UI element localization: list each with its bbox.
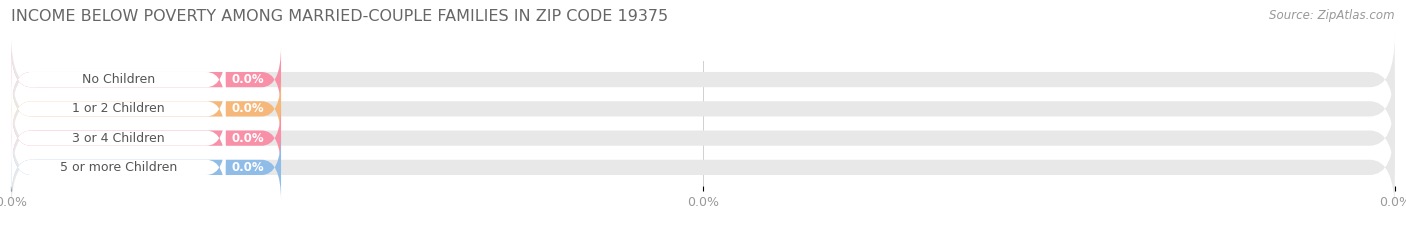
FancyBboxPatch shape: [11, 46, 226, 113]
Text: 0.0%: 0.0%: [232, 102, 264, 115]
FancyBboxPatch shape: [11, 75, 226, 142]
FancyBboxPatch shape: [11, 34, 1395, 125]
Text: 0.0%: 0.0%: [232, 132, 264, 145]
FancyBboxPatch shape: [11, 75, 281, 142]
FancyBboxPatch shape: [11, 134, 226, 201]
FancyBboxPatch shape: [11, 105, 226, 171]
Text: 1 or 2 Children: 1 or 2 Children: [72, 102, 165, 115]
FancyBboxPatch shape: [11, 134, 281, 201]
FancyBboxPatch shape: [11, 93, 1395, 183]
Text: 0.0%: 0.0%: [232, 73, 264, 86]
Text: No Children: No Children: [82, 73, 155, 86]
Text: INCOME BELOW POVERTY AMONG MARRIED-COUPLE FAMILIES IN ZIP CODE 19375: INCOME BELOW POVERTY AMONG MARRIED-COUPL…: [11, 9, 668, 24]
Text: 5 or more Children: 5 or more Children: [60, 161, 177, 174]
Text: 3 or 4 Children: 3 or 4 Children: [72, 132, 165, 145]
Text: 0.0%: 0.0%: [232, 161, 264, 174]
Text: Source: ZipAtlas.com: Source: ZipAtlas.com: [1270, 9, 1395, 22]
FancyBboxPatch shape: [11, 64, 1395, 154]
FancyBboxPatch shape: [11, 122, 1395, 212]
FancyBboxPatch shape: [11, 46, 281, 113]
FancyBboxPatch shape: [11, 105, 281, 171]
